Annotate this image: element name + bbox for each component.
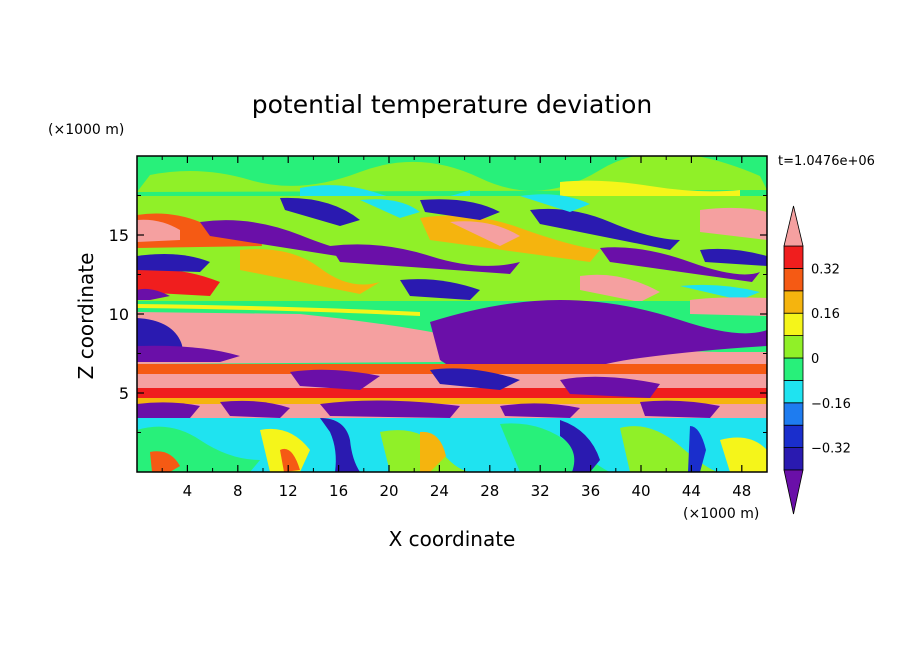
band-blobs (560, 376, 660, 398)
x-tick-label: 8 (233, 482, 243, 500)
band-blobs (137, 402, 200, 418)
colorbar-segment (783, 379, 804, 404)
colorbar-segment (783, 290, 804, 314)
x-unit-label: (×1000 m) (683, 506, 759, 522)
x-tick-label: 44 (682, 482, 701, 500)
cold-streak (330, 244, 520, 274)
x-tick-label: 4 (183, 482, 193, 500)
low-plume (560, 420, 600, 472)
colorbar-segment (783, 402, 804, 426)
band (137, 398, 767, 404)
band-blobs (290, 369, 380, 390)
colorbar-max-arrow (783, 205, 804, 247)
x-tick-label: 20 (379, 482, 398, 500)
x-tick-label: 16 (329, 482, 348, 500)
cold-streak (200, 220, 360, 258)
warm-streak (240, 249, 380, 294)
x-tick-label: 28 (480, 482, 499, 500)
low-plume (320, 418, 360, 472)
warm-streak (450, 221, 520, 246)
colorbar-tick-label: 0.32 (811, 262, 840, 277)
x-tick-label: 32 (531, 482, 550, 500)
colorbar (783, 205, 804, 515)
chart-title: potential temperature deviation (252, 90, 652, 119)
y-axis-ticks: 5 10 15 (109, 195, 767, 433)
time-label: t=1.0476e+06 (778, 154, 875, 169)
colorbar-tick-label: 0 (811, 352, 819, 367)
pink-anomaly (137, 312, 472, 364)
cold-streak (280, 197, 360, 226)
warm-streak (137, 219, 180, 242)
y-tick-label: 5 (119, 384, 129, 403)
top-streak (560, 180, 740, 198)
colorbar-segment (783, 335, 804, 359)
colorbar-segment (783, 267, 804, 292)
low-plume (420, 431, 446, 472)
y-tick-label: 15 (109, 226, 129, 245)
y-axis-label: Z coordinate (74, 253, 98, 380)
low-plume (688, 426, 706, 472)
purple-mass (137, 345, 240, 362)
x-tick-label: 40 (631, 482, 650, 500)
colorbar-segment (783, 357, 804, 381)
band-blobs (220, 400, 290, 418)
colorbar-tick-label: −0.16 (811, 397, 851, 412)
cold-streak (400, 279, 480, 300)
band-blobs (320, 400, 460, 418)
cold-streak (137, 254, 210, 272)
y-unit-label: (×1000 m) (48, 122, 124, 138)
x-tick-label: 24 (430, 482, 449, 500)
cold-streak (530, 208, 680, 250)
colorbar-segment (783, 312, 804, 337)
cold-streak (600, 247, 760, 282)
cyan-streak (520, 194, 590, 212)
x-axis-ticks: 4 8 12 16 20 24 28 32 36 40 44 48 (161, 156, 751, 500)
x-tick-label: 12 (279, 482, 298, 500)
low-plume (280, 448, 300, 472)
colorbar-min-arrow (783, 469, 804, 515)
x-tick-label: 48 (732, 482, 751, 500)
cyan-streak (360, 199, 420, 218)
low-plume (150, 451, 180, 472)
colorbar-segment (783, 424, 804, 449)
warm-streak (700, 207, 767, 240)
colorbar-segment (783, 447, 804, 471)
x-tick-label: 36 (581, 482, 600, 500)
warm-streak (137, 269, 220, 296)
warm-streak (580, 274, 660, 302)
cyan-streak (680, 284, 760, 300)
colorbar-tick-label: 0.16 (811, 307, 840, 322)
cold-streak (420, 199, 500, 220)
low-plume (720, 437, 767, 472)
band-blobs (500, 403, 580, 418)
contour-field (137, 156, 767, 472)
band (137, 388, 767, 398)
band-blobs (430, 368, 520, 390)
yellow-line (137, 304, 420, 316)
colorbar-segment (783, 245, 804, 269)
x-axis-label: X coordinate (389, 527, 516, 551)
pink-anomaly (690, 297, 767, 316)
cold-streak (700, 248, 767, 266)
band-blobs (640, 400, 720, 418)
cold-streak (137, 288, 170, 300)
colorbar-ticks: 0.32 0.16 0 −0.16 −0.32 (811, 262, 851, 456)
y-tick-label: 10 (109, 305, 129, 324)
colorbar-tick-label: −0.32 (811, 442, 851, 457)
